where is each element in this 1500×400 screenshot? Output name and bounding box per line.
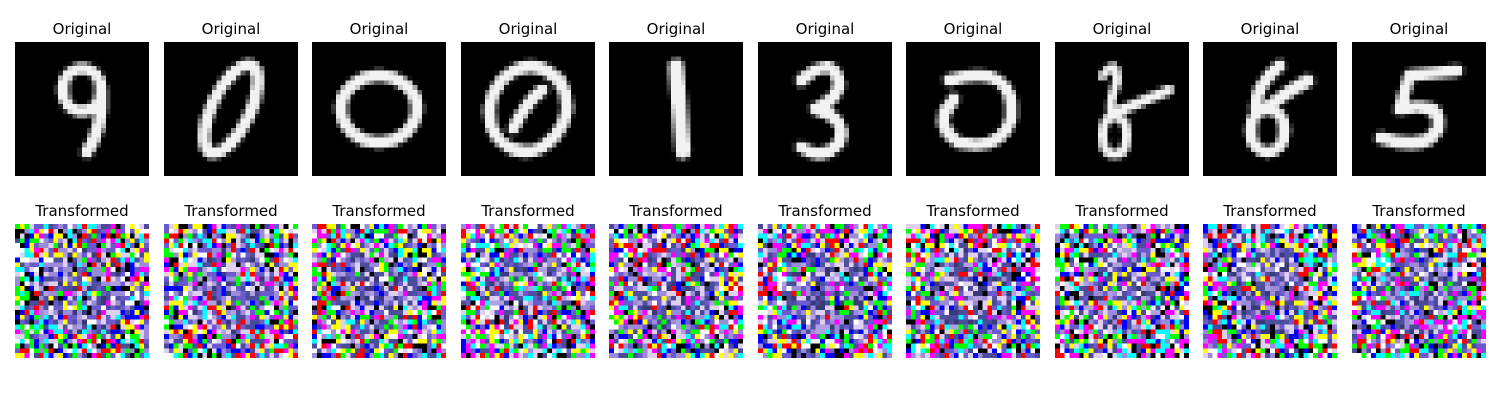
digit-image [461,42,595,176]
panel-title: Original [498,20,558,38]
original-panel: Original [1055,0,1189,400]
original-panel: Original [1203,0,1337,400]
original-panel: Original [164,0,298,400]
panel-title: Original [1092,20,1152,38]
transformed-panel: Transformed [15,0,149,400]
panel-title: Transformed [926,202,1020,220]
panel-title: Original [943,20,1003,38]
original-panel: Original [1352,0,1486,400]
transformed-image [1203,224,1337,358]
digit-image [164,42,298,176]
original-panel: Original [906,0,1040,400]
panel-title: Transformed [778,202,872,220]
transformed-image [609,224,743,358]
original-panel: Original [609,0,743,400]
panel-title: Transformed [1075,202,1169,220]
original-panel: Original [15,0,149,400]
transformed-image [15,224,149,358]
original-panel: Original [461,0,595,400]
transformed-image [1352,224,1486,358]
digit-image [758,42,892,176]
digit-image [1352,42,1486,176]
panel-title: Transformed [332,202,426,220]
transformed-panel: Transformed [609,0,743,400]
panel-title: Transformed [481,202,575,220]
transformed-image [758,224,892,358]
digit-image [1203,42,1337,176]
panel-title: Original [1240,20,1300,38]
panel-title: Transformed [629,202,723,220]
transformed-image [461,224,595,358]
panel-title: Original [795,20,855,38]
transformed-image [312,224,446,358]
transformed-image [1055,224,1189,358]
transformed-panel: Transformed [1055,0,1189,400]
digit-image [609,42,743,176]
panel-title: Original [201,20,261,38]
transformed-panel: Transformed [758,0,892,400]
transformed-panel: Transformed [906,0,1040,400]
original-panel: Original [312,0,446,400]
digit-image [1055,42,1189,176]
transformed-image [164,224,298,358]
panel-title: Original [52,20,112,38]
transformed-panel: Transformed [1203,0,1337,400]
original-panel: Original [758,0,892,400]
transformed-image [906,224,1040,358]
panel-title: Original [646,20,706,38]
panel-title: Transformed [184,202,278,220]
digit-image [15,42,149,176]
panel-title: Original [349,20,409,38]
panel-title: Original [1389,20,1449,38]
panel-title: Transformed [1223,202,1317,220]
panel-title: Transformed [1372,202,1466,220]
panel-title: Transformed [35,202,129,220]
transformed-panel: Transformed [1352,0,1486,400]
transformed-panel: Transformed [164,0,298,400]
digit-image [312,42,446,176]
digit-image [906,42,1040,176]
transformed-panel: Transformed [312,0,446,400]
transformed-panel: Transformed [461,0,595,400]
